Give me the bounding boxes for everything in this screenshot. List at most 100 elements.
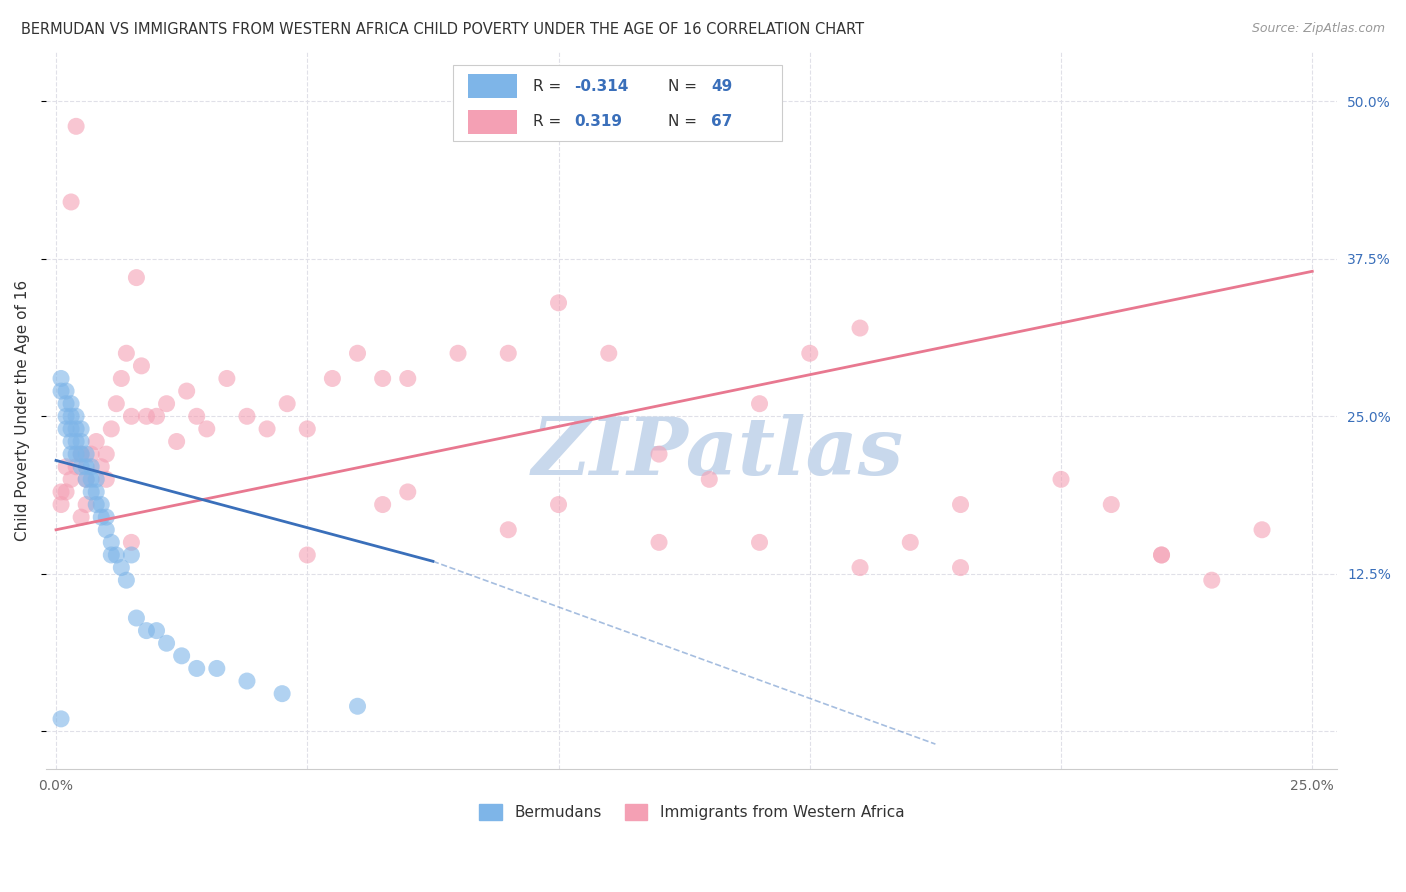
Point [271, 687, 294, 701]
Point [70, 447, 93, 461]
Point [49, 371, 72, 385]
Point [125, 611, 148, 625]
Point [236, 409, 259, 424]
Text: BERMUDAN VS IMMIGRANTS FROM WESTERN AFRICA CHILD POVERTY UNDER THE AGE OF 16 COR: BERMUDAN VS IMMIGRANTS FROM WESTERN AFRI… [21, 22, 865, 37]
Point [346, 699, 368, 714]
Point [80, 459, 103, 474]
Point [276, 397, 298, 411]
Point [186, 409, 208, 424]
Point [84, 434, 107, 449]
Point [120, 535, 142, 549]
Point [75, 472, 97, 486]
Point [96, 523, 118, 537]
Point [195, 422, 218, 436]
Text: 67: 67 [711, 114, 733, 129]
Text: ZIPatlas: ZIPatlas [531, 415, 904, 491]
Point [849, 560, 872, 574]
Point [84, 498, 107, 512]
Point [1201, 573, 1223, 587]
Point [898, 535, 921, 549]
Point [115, 573, 138, 587]
Point [215, 371, 238, 385]
Point [49, 498, 72, 512]
Point [1150, 548, 1173, 562]
Point [60, 409, 83, 424]
Point [84, 485, 107, 500]
Point [84, 472, 107, 486]
Point [96, 472, 118, 486]
Point [1251, 523, 1274, 537]
Y-axis label: Child Poverty Under the Age of 16: Child Poverty Under the Age of 16 [15, 279, 30, 541]
Point [110, 560, 132, 574]
Point [100, 548, 122, 562]
Point [65, 409, 87, 424]
Point [65, 447, 87, 461]
Point [346, 346, 368, 360]
Point [321, 371, 343, 385]
Point [120, 548, 142, 562]
Point [170, 648, 193, 663]
Bar [468, 110, 517, 134]
Text: -0.314: -0.314 [574, 78, 628, 94]
Point [60, 422, 83, 436]
Point [75, 447, 97, 461]
Point [297, 422, 319, 436]
Point [75, 472, 97, 486]
FancyBboxPatch shape [453, 65, 782, 141]
Point [205, 661, 228, 675]
Point [131, 359, 153, 373]
Point [70, 459, 93, 474]
Point [80, 485, 103, 500]
Point [748, 535, 770, 549]
Point [371, 371, 394, 385]
Point [70, 447, 93, 461]
Point [447, 346, 470, 360]
Text: 49: 49 [711, 78, 733, 94]
Point [60, 447, 83, 461]
Bar [468, 74, 517, 98]
Point [49, 485, 72, 500]
Point [90, 459, 112, 474]
Point [547, 295, 569, 310]
Point [166, 434, 188, 449]
Point [55, 459, 77, 474]
Point [70, 510, 93, 524]
Point [547, 498, 569, 512]
Point [110, 371, 132, 385]
Point [105, 548, 128, 562]
Point [65, 422, 87, 436]
Point [49, 384, 72, 398]
Point [100, 535, 122, 549]
Point [145, 624, 167, 638]
Point [155, 397, 177, 411]
Point [598, 346, 620, 360]
Point [648, 535, 671, 549]
Text: Source: ZipAtlas.com: Source: ZipAtlas.com [1251, 22, 1385, 36]
Point [55, 485, 77, 500]
Point [799, 346, 821, 360]
Point [55, 409, 77, 424]
Point [135, 624, 157, 638]
Point [65, 120, 87, 134]
Point [135, 409, 157, 424]
Point [145, 409, 167, 424]
Point [949, 560, 972, 574]
Point [55, 422, 77, 436]
Point [120, 409, 142, 424]
Point [256, 422, 278, 436]
Point [90, 498, 112, 512]
Point [748, 397, 770, 411]
Point [371, 498, 394, 512]
Point [70, 422, 93, 436]
Point [849, 321, 872, 335]
Point [80, 447, 103, 461]
Point [90, 510, 112, 524]
Point [96, 447, 118, 461]
Point [155, 636, 177, 650]
Point [70, 434, 93, 449]
Point [60, 472, 83, 486]
Point [697, 472, 720, 486]
Legend: Bermudans, Immigrants from Western Africa: Bermudans, Immigrants from Western Afric… [472, 798, 911, 826]
Point [297, 548, 319, 562]
Point [396, 371, 419, 385]
